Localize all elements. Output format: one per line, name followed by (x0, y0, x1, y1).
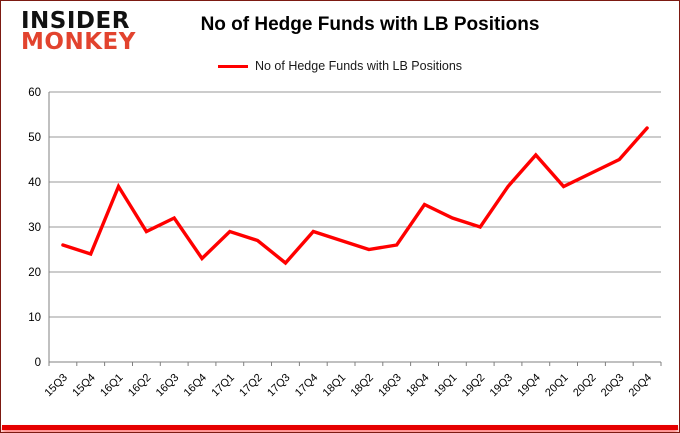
svg-text:16Q3: 16Q3 (154, 372, 182, 400)
logo-text-monkey: MONKEY (21, 29, 136, 56)
svg-text:20Q3: 20Q3 (599, 372, 627, 400)
chart-title: No of Hedge Funds with LB Positions (200, 14, 540, 35)
svg-text:20Q4: 20Q4 (627, 372, 655, 400)
svg-text:20: 20 (28, 267, 41, 279)
svg-text:18Q1: 18Q1 (321, 372, 349, 400)
svg-text:15Q4: 15Q4 (70, 372, 98, 400)
legend-line-swatch-icon (217, 64, 248, 68)
svg-text:60: 60 (28, 87, 41, 99)
svg-text:19Q2: 19Q2 (460, 372, 488, 400)
svg-text:40: 40 (28, 177, 41, 189)
svg-text:19Q1: 19Q1 (432, 372, 460, 400)
svg-text:0: 0 (35, 357, 41, 369)
svg-text:10: 10 (28, 312, 41, 324)
chart-legend: No of Hedge Funds with LB Positions (1, 59, 679, 73)
svg-text:19Q4: 19Q4 (515, 372, 543, 400)
svg-text:30: 30 (28, 222, 41, 234)
svg-text:17Q4: 17Q4 (293, 372, 321, 400)
svg-text:16Q1: 16Q1 (98, 372, 126, 400)
svg-text:50: 50 (28, 132, 41, 144)
svg-text:19Q3: 19Q3 (488, 372, 516, 400)
svg-text:17Q3: 17Q3 (265, 372, 293, 400)
svg-text:18Q3: 18Q3 (376, 372, 404, 400)
svg-text:17Q1: 17Q1 (209, 372, 237, 400)
svg-text:15Q3: 15Q3 (42, 372, 70, 400)
bottom-red-bar (2, 425, 678, 430)
svg-text:20Q2: 20Q2 (571, 372, 599, 400)
svg-text:16Q4: 16Q4 (182, 372, 210, 400)
svg-text:18Q2: 18Q2 (348, 372, 376, 400)
svg-text:18Q4: 18Q4 (404, 372, 432, 400)
svg-text:20Q1: 20Q1 (543, 372, 571, 400)
logo-text-insider: INSIDER (21, 8, 130, 34)
legend-label: No of Hedge Funds with LB Positions (254, 59, 463, 73)
svg-text:16Q2: 16Q2 (126, 372, 154, 400)
insider-monkey-logo: INSIDER MONKEY (21, 8, 136, 56)
svg-text:17Q2: 17Q2 (237, 372, 265, 400)
